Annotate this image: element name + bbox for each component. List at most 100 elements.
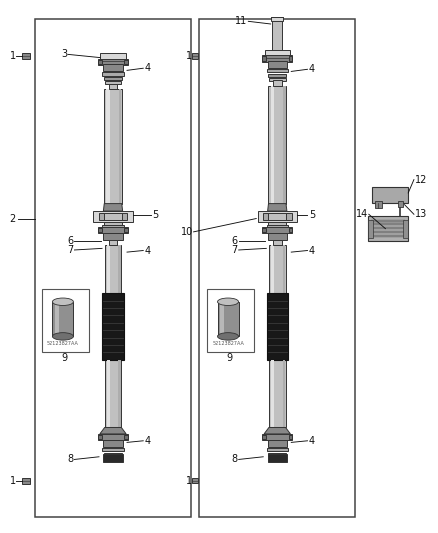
Bar [269, 78, 286, 81]
Bar [262, 228, 266, 232]
Text: 7: 7 [232, 245, 238, 255]
Bar [103, 233, 123, 240]
Text: 14: 14 [356, 209, 368, 219]
Bar [124, 435, 128, 439]
Bar [403, 220, 408, 238]
Bar [207, 289, 254, 352]
Bar [102, 293, 124, 360]
Bar [262, 55, 292, 62]
Bar [271, 360, 274, 427]
Bar [118, 360, 121, 427]
Bar [102, 213, 124, 220]
Text: 9: 9 [226, 353, 232, 363]
Text: 5: 5 [309, 210, 315, 220]
Bar [269, 360, 286, 427]
Bar [289, 228, 292, 232]
Bar [102, 225, 124, 229]
Bar [192, 53, 198, 59]
Bar [267, 69, 288, 72]
Bar [102, 448, 124, 451]
Bar [266, 213, 288, 220]
Bar [368, 220, 373, 238]
Text: 4: 4 [309, 246, 315, 255]
Text: 4: 4 [145, 63, 151, 73]
Bar [220, 302, 224, 336]
Bar [271, 86, 274, 204]
Bar [372, 187, 408, 203]
Bar [268, 86, 286, 204]
Text: 1: 1 [10, 476, 16, 486]
Text: 4: 4 [145, 246, 151, 255]
Text: 9: 9 [62, 353, 68, 363]
Text: 10: 10 [180, 227, 193, 237]
Bar [100, 53, 126, 61]
Text: 1: 1 [186, 51, 192, 61]
Bar [268, 440, 287, 447]
Bar [283, 360, 285, 427]
Bar [192, 478, 198, 483]
Text: 6: 6 [67, 236, 74, 246]
Bar [398, 201, 403, 207]
Text: 4: 4 [309, 64, 315, 74]
Bar [268, 233, 287, 240]
Bar [98, 59, 128, 65]
Polygon shape [103, 204, 123, 211]
Text: 52123827AA: 52123827AA [47, 342, 79, 346]
Bar [267, 293, 288, 360]
Bar [118, 245, 121, 293]
Text: 12: 12 [415, 175, 427, 184]
Bar [268, 61, 287, 68]
Bar [267, 448, 288, 451]
Bar [105, 360, 121, 427]
Bar [98, 60, 102, 64]
Bar [53, 302, 74, 336]
Bar [267, 225, 288, 229]
Bar [262, 434, 292, 440]
Bar [269, 245, 286, 293]
Bar [105, 81, 121, 84]
Text: 6: 6 [232, 236, 238, 246]
Bar [103, 454, 123, 462]
Bar [268, 454, 287, 462]
Bar [122, 213, 127, 220]
Text: 8: 8 [67, 455, 74, 464]
Bar [199, 19, 355, 517]
Text: 4: 4 [145, 436, 151, 446]
Bar [124, 60, 128, 64]
Bar [124, 228, 128, 232]
Bar [109, 84, 117, 89]
Text: 4: 4 [309, 436, 315, 446]
Bar [93, 211, 133, 222]
Text: 7: 7 [67, 245, 74, 255]
Bar [105, 245, 121, 293]
Bar [283, 86, 286, 204]
Bar [271, 17, 283, 21]
Bar [273, 80, 282, 86]
Bar [272, 20, 282, 51]
Bar [104, 89, 122, 204]
Text: 11: 11 [235, 17, 247, 26]
Bar [98, 434, 128, 440]
Bar [289, 56, 292, 61]
Bar [262, 56, 266, 61]
Bar [35, 19, 191, 517]
Bar [22, 53, 30, 59]
Bar [107, 245, 110, 293]
Bar [283, 245, 285, 293]
Bar [375, 201, 382, 208]
Bar [99, 213, 104, 220]
Bar [371, 227, 405, 229]
Bar [106, 89, 110, 204]
Bar [268, 74, 286, 77]
Ellipse shape [53, 333, 74, 340]
Bar [104, 77, 122, 80]
Bar [98, 227, 128, 233]
Bar [98, 435, 102, 439]
Bar [262, 227, 292, 233]
Text: 8: 8 [232, 455, 238, 464]
Bar [109, 240, 117, 245]
Bar [98, 228, 102, 232]
Text: 1: 1 [10, 51, 16, 61]
Bar [119, 89, 121, 204]
Bar [107, 360, 110, 427]
